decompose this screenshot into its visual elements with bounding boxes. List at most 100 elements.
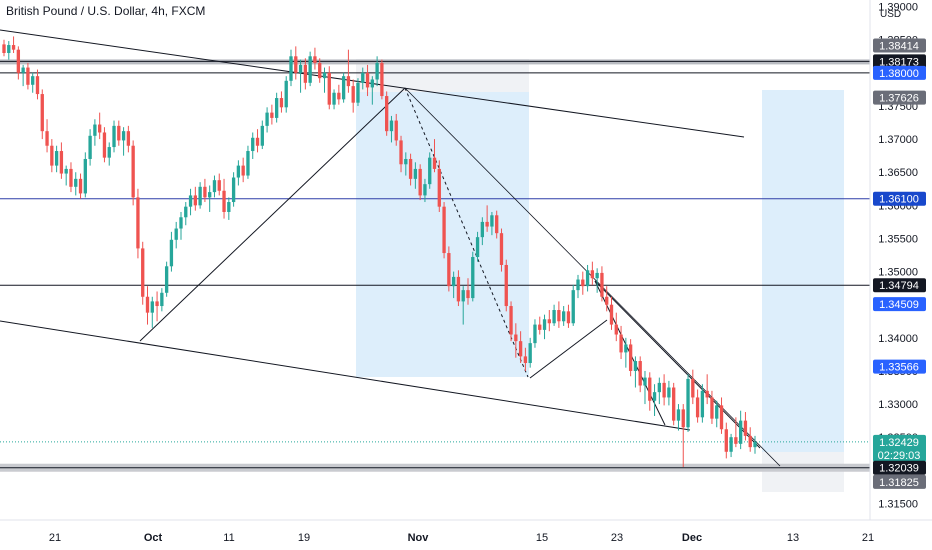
projection-line[interactable] <box>404 87 529 378</box>
candle-body <box>356 82 360 103</box>
price-label-text: 1.33566 <box>879 362 919 374</box>
x-tick-label: 15 <box>536 532 548 544</box>
currency-label: USD <box>880 9 902 20</box>
candle-body <box>585 270 590 287</box>
uptrend-line[interactable] <box>139 87 406 342</box>
candle-body <box>303 64 308 83</box>
candle-body <box>485 221 489 227</box>
candle-body <box>241 165 245 176</box>
x-tick-label: Dec <box>682 532 702 544</box>
x-tick-label: 21 <box>862 532 874 544</box>
candle-body <box>456 276 461 302</box>
y-tick-label: 1.35500 <box>878 233 918 245</box>
time-axis[interactable]: 21 Oct 11 19 Nov 15 23 Dec 13 21 <box>49 532 874 544</box>
candle-body <box>471 257 475 299</box>
candle-body <box>404 158 408 165</box>
candle-body <box>341 76 346 100</box>
candle-body <box>45 131 49 146</box>
candle-body <box>131 145 135 198</box>
candle-body <box>217 180 221 191</box>
candle-body <box>64 168 68 174</box>
candle-body <box>246 151 250 176</box>
price-label-text: 1.32039 <box>879 463 919 475</box>
y-tick-label: 1.37000 <box>878 134 918 146</box>
x-tick-label: Nov <box>408 532 430 544</box>
candle-body <box>308 56 312 83</box>
lower-trend-line[interactable] <box>594 280 761 449</box>
candle-body <box>614 324 618 335</box>
price-label-text: 1.38173 <box>879 56 919 68</box>
candle-body <box>380 62 384 97</box>
candle-body <box>710 397 714 419</box>
candle-body <box>274 98 279 118</box>
candle-body <box>533 324 537 344</box>
price-label-box <box>873 65 926 80</box>
candle-body <box>236 165 241 178</box>
pullback-line[interactable] <box>529 319 608 379</box>
candle-body <box>193 195 198 206</box>
candle-body <box>50 145 54 166</box>
candle-body <box>633 361 638 371</box>
price-label-text: 1.38414 <box>879 40 919 52</box>
candle-body <box>112 125 116 148</box>
candle-body <box>337 92 341 100</box>
candle-body <box>662 382 666 398</box>
candle-body <box>657 382 661 393</box>
candle-body <box>561 311 566 322</box>
candle-body <box>547 319 551 324</box>
candle-body <box>184 206 188 218</box>
channel-bottom-line[interactable] <box>0 320 691 431</box>
candle-body <box>705 390 709 398</box>
candle-body <box>179 217 183 229</box>
candle-body <box>523 356 528 364</box>
candle-body <box>284 80 288 108</box>
candle-body <box>155 301 159 307</box>
candle-body <box>370 79 374 88</box>
candle-body <box>447 253 451 287</box>
price-label-text: 1.31825 <box>879 477 919 489</box>
candle-body <box>83 158 87 194</box>
candle-body <box>102 132 107 158</box>
countdown-label: 02:29:03 <box>878 450 921 462</box>
candle-body <box>361 72 365 83</box>
candle-body <box>753 441 757 448</box>
x-tick-label: 23 <box>611 532 623 544</box>
y-tick-label: 1.35000 <box>878 267 918 279</box>
candle-body <box>174 228 178 240</box>
candle-body <box>566 311 571 324</box>
candle-body <box>222 190 226 212</box>
zone-gray-top <box>356 59 529 92</box>
candle-body <box>385 96 389 132</box>
candle-body <box>715 405 719 419</box>
candle-body <box>212 180 217 193</box>
candle-body <box>88 135 92 159</box>
candle-body <box>686 378 690 428</box>
symbol-title[interactable]: British Pound / U.S. Dollar, 4h, FXCM <box>6 4 206 18</box>
candle-body <box>475 237 480 258</box>
candle-body <box>652 392 657 401</box>
candle-body <box>576 279 580 291</box>
candle-body <box>69 168 73 187</box>
candle-body <box>327 72 331 105</box>
candle-body <box>35 76 40 95</box>
candle-body <box>136 197 140 249</box>
candle-body <box>265 112 269 126</box>
candle-body <box>322 72 327 79</box>
candle-body <box>107 147 111 158</box>
candle-body <box>672 387 676 421</box>
candle-body <box>552 310 556 324</box>
candle-body <box>595 272 599 279</box>
candle-body <box>643 377 647 386</box>
candle-body <box>11 45 16 50</box>
candle-body <box>432 157 437 169</box>
resistance-zone[interactable] <box>0 59 870 65</box>
candle-body <box>600 272 604 297</box>
candle-body <box>638 361 642 386</box>
candle-body <box>74 178 78 187</box>
candle-body <box>557 310 561 322</box>
horizontal-levels[interactable] <box>0 59 870 472</box>
y-tick-label: 1.31500 <box>878 498 918 510</box>
zone-blue-right <box>762 90 844 452</box>
candle-body <box>719 405 724 430</box>
